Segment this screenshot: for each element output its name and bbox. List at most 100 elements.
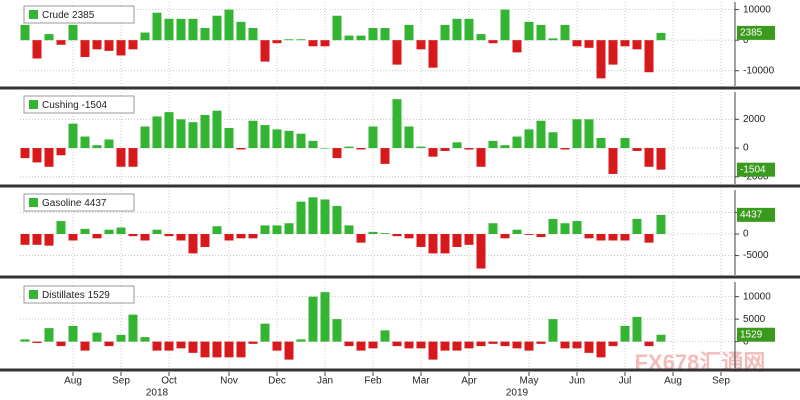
bar xyxy=(140,337,150,342)
bar xyxy=(344,341,354,347)
bar xyxy=(56,341,66,347)
bar xyxy=(488,341,498,344)
x-tick-label: Feb xyxy=(364,376,382,387)
legend-box xyxy=(23,95,135,114)
x-tick-label: Nov xyxy=(220,376,238,387)
bar xyxy=(236,148,246,150)
bar xyxy=(380,148,390,164)
bar xyxy=(116,148,126,167)
bar xyxy=(32,341,42,343)
bar xyxy=(200,27,210,41)
bar xyxy=(656,214,666,235)
legend-box xyxy=(23,5,135,24)
bar xyxy=(308,140,318,149)
bar xyxy=(296,339,306,342)
bar xyxy=(224,341,234,358)
bar xyxy=(452,18,462,41)
legend-value: -1504 xyxy=(81,100,107,111)
bar xyxy=(260,225,270,235)
bar xyxy=(548,218,558,235)
bar xyxy=(20,24,30,41)
bar xyxy=(404,341,414,349)
bar xyxy=(128,314,138,342)
bar xyxy=(380,27,390,41)
bar xyxy=(596,234,606,241)
bar xyxy=(80,40,90,57)
legend-label: Cushing -1504 xyxy=(42,100,107,111)
bar xyxy=(92,332,102,342)
legend-name: Distillates xyxy=(42,290,85,301)
bar xyxy=(416,146,426,149)
bar xyxy=(128,148,138,167)
bar xyxy=(92,234,102,239)
bar xyxy=(152,229,162,235)
bar xyxy=(608,341,618,347)
bar xyxy=(656,32,666,41)
value-box xyxy=(737,25,775,40)
bar xyxy=(200,115,210,149)
bar xyxy=(584,119,594,149)
bar xyxy=(188,18,198,41)
legend-value: 2385 xyxy=(72,10,95,21)
year-label: 2018 xyxy=(146,388,169,399)
bar xyxy=(92,145,102,149)
bar xyxy=(404,234,414,239)
bar xyxy=(536,234,546,238)
bar xyxy=(272,129,282,149)
bar xyxy=(548,132,558,149)
bar xyxy=(356,341,366,351)
bar xyxy=(44,148,54,167)
y-tick-label: -5000 xyxy=(743,250,769,261)
bar xyxy=(200,341,210,358)
bar xyxy=(320,292,330,342)
y-tick-label: 0 xyxy=(743,35,749,46)
bar xyxy=(224,234,234,241)
value-box xyxy=(737,207,775,222)
legend-value: 1529 xyxy=(88,290,111,301)
bar xyxy=(44,328,54,342)
bar xyxy=(176,234,186,241)
bar xyxy=(464,148,474,150)
bar xyxy=(44,234,54,246)
bar xyxy=(224,127,234,149)
bar xyxy=(248,234,258,239)
bar xyxy=(56,40,66,45)
y-tick-label: 0 xyxy=(743,336,749,347)
y-tick-label: 0 xyxy=(743,143,749,154)
legend-label: Crude 2385 xyxy=(42,10,95,21)
legend-swatch xyxy=(29,290,38,299)
value-box xyxy=(737,162,775,177)
bar xyxy=(452,234,462,247)
bar xyxy=(152,116,162,149)
bar xyxy=(620,138,630,149)
bar xyxy=(512,229,522,235)
bar xyxy=(596,341,606,358)
bar xyxy=(248,120,258,149)
bar xyxy=(560,341,570,349)
bar xyxy=(212,226,222,235)
bar xyxy=(20,234,30,245)
bar xyxy=(20,148,30,159)
bar xyxy=(452,341,462,351)
bar xyxy=(296,39,306,41)
bar xyxy=(116,334,126,342)
bar xyxy=(536,341,546,344)
bar xyxy=(596,40,606,79)
bar xyxy=(68,234,78,241)
bar xyxy=(80,341,90,351)
bar xyxy=(152,12,162,41)
bar xyxy=(332,15,342,41)
bar xyxy=(224,9,234,41)
legend-value: 4437 xyxy=(84,198,107,209)
y-tick-label: -2000 xyxy=(743,171,769,182)
bar xyxy=(500,341,510,347)
bar xyxy=(32,40,42,59)
y-tick-label: 10000 xyxy=(743,4,771,15)
bar xyxy=(536,24,546,41)
bar xyxy=(644,40,654,73)
bar xyxy=(344,146,354,149)
bar xyxy=(104,229,114,235)
bar xyxy=(272,40,282,44)
x-tick-label: Jan xyxy=(317,376,333,387)
bar xyxy=(476,341,486,347)
